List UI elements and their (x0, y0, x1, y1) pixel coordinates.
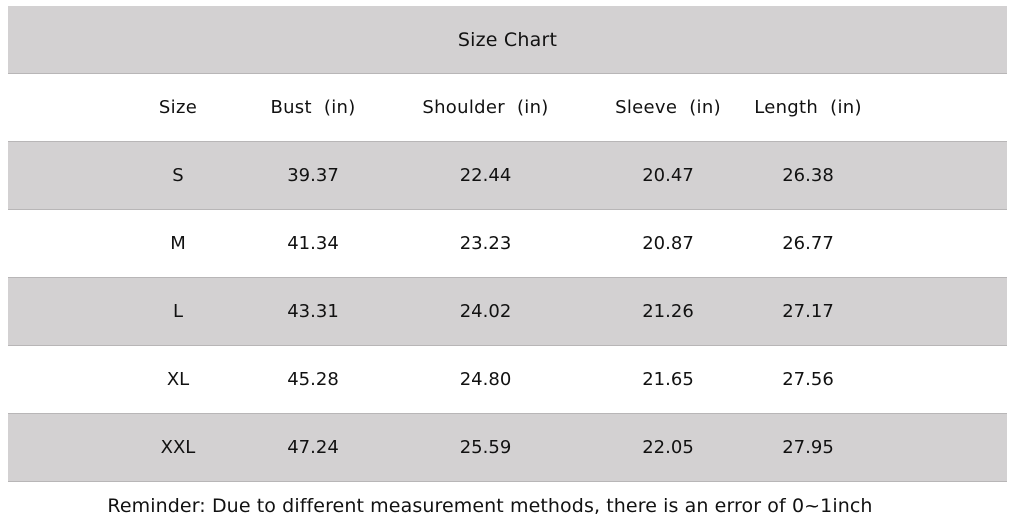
sleeve-cell: 21.26 (642, 301, 694, 322)
bust-cell: 43.31 (287, 301, 339, 322)
sleeve-cell: 20.47 (642, 165, 694, 186)
length-cell: 26.77 (782, 233, 834, 254)
table-row: M 41.34 23.23 20.87 26.77 (8, 210, 1007, 278)
size-chart-table: Size Chart Size Bust (in) Shoulder (in) … (8, 6, 1007, 482)
header-size: Size (158, 97, 198, 118)
table-row: XXL 47.24 25.59 22.05 27.95 (8, 414, 1007, 482)
header-sleeve: Sleeve (in) (615, 97, 721, 118)
shoulder-cell: 24.02 (459, 301, 512, 322)
bust-cell: 47.24 (287, 437, 339, 458)
bust-cell: 41.34 (287, 233, 339, 254)
size-cell: M (170, 233, 186, 254)
size-cell: XL (166, 369, 190, 390)
length-cell: 26.38 (782, 165, 834, 186)
header-shoulder: Shoulder (in) (422, 97, 549, 118)
shoulder-cell: 25.59 (459, 437, 512, 458)
sleeve-cell: 20.87 (642, 233, 694, 254)
bust-cell: 45.28 (287, 369, 339, 390)
table-title: Size Chart (8, 6, 1007, 74)
length-cell: 27.56 (782, 369, 834, 390)
shoulder-cell: 23.23 (459, 233, 512, 254)
table-row: L 43.31 24.02 21.26 27.17 (8, 278, 1007, 346)
length-cell: 27.17 (782, 301, 834, 322)
table-row: XL 45.28 24.80 21.65 27.56 (8, 346, 1007, 414)
header-bust: Bust (in) (270, 97, 356, 118)
sleeve-cell: 21.65 (642, 369, 694, 390)
shoulder-cell: 24.80 (459, 369, 512, 390)
sleeve-cell: 22.05 (642, 437, 694, 458)
size-cell: S (172, 165, 184, 186)
table-header-row: Size Bust (in) Shoulder (in) Sleeve (in)… (8, 74, 1007, 142)
size-cell: XXL (160, 437, 196, 458)
length-cell: 27.95 (782, 437, 834, 458)
header-length: Length (in) (754, 97, 862, 118)
table-row: S 39.37 22.44 20.47 26.38 (8, 142, 1007, 210)
shoulder-cell: 22.44 (459, 165, 512, 186)
bust-cell: 39.37 (287, 165, 339, 186)
measurement-reminder: Reminder: Due to different measurement m… (107, 495, 873, 517)
size-cell: L (172, 301, 184, 322)
